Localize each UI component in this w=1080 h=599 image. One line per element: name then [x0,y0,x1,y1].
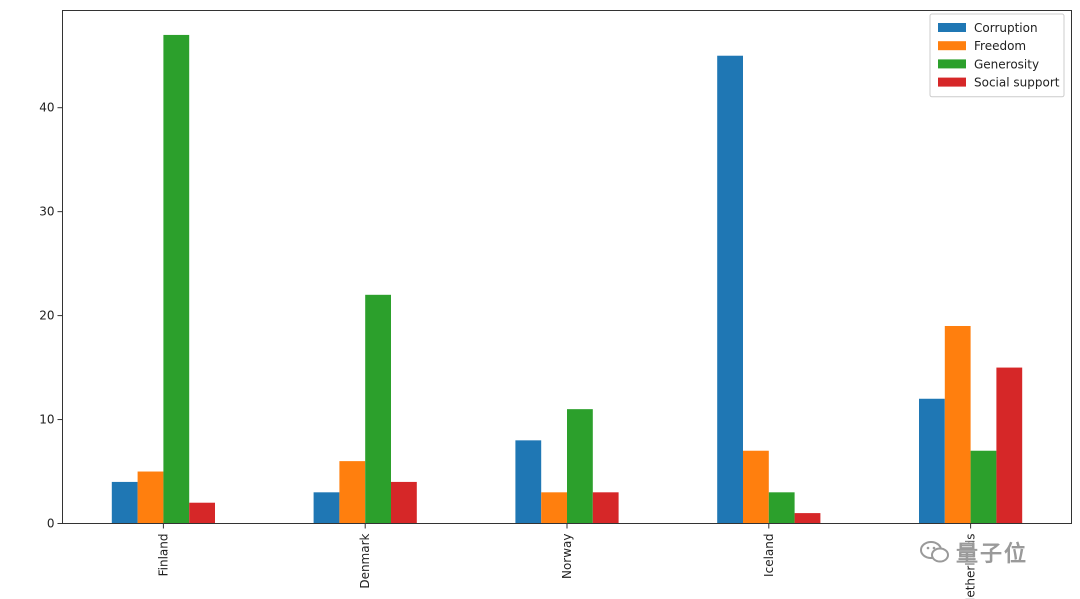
legend-swatch [938,23,966,32]
bar-netherlands-social-support [996,367,1023,524]
y-axis: 0 10 20 30 40 [39,101,63,531]
bar-norway-generosity [567,409,593,524]
bar-denmark-generosity [365,294,391,524]
legend-label: Social support [974,76,1060,90]
bar-iceland-freedom [743,450,769,524]
bar-netherlands-corruption [919,398,945,524]
bar-norway-social-support [592,492,619,524]
bar-denmark-social-support [391,481,417,524]
bar-finland-generosity [163,34,190,524]
legend-label: Generosity [974,57,1039,71]
x-tick-label-norway: Norway [560,534,574,580]
legend-swatch [938,41,966,51]
y-tick-label: 10 [39,413,54,427]
bar-denmark-corruption [313,492,340,524]
legend-box [929,13,1065,98]
bar-iceland-corruption [717,55,743,524]
plot-frame [62,10,1072,524]
x-tick-label-finland: Finland [156,534,170,577]
bar-iceland-generosity [768,492,795,524]
y-tick-label: 40 [39,101,54,115]
x-tick-label-denmark: Denmark [358,533,372,588]
bar-finland-freedom [137,471,164,524]
legend-swatch [938,77,966,87]
bar-norway-freedom [541,492,567,524]
bar-iceland-social-support [794,513,821,524]
x-tick-label-iceland: Iceland [762,534,776,577]
bar-finland-social-support [189,502,215,524]
legend-label: Corruption [974,21,1038,35]
y-tick-label: 0 [47,517,55,531]
x-tick-label-netherlands: Netherlands [964,534,978,599]
watermark-text: 量子位 [956,542,1029,567]
bar-netherlands-generosity [970,450,997,524]
watermark: 量子位 [920,536,1028,568]
wechat-icon [920,541,949,563]
bar-denmark-freedom [339,461,366,524]
bar-finland-corruption [111,481,138,524]
legend-swatch [938,59,966,69]
y-tick-label: 30 [39,205,54,219]
bars-group [111,34,1023,524]
legend-label: Freedom [974,39,1026,53]
y-tick-label: 20 [39,309,54,323]
bar-norway-corruption [515,440,542,524]
bar-netherlands-freedom [944,325,971,524]
x-axis: Finland Denmark Norway Iceland Netherlands [156,523,978,599]
legend: Corruption Freedom Generosity Social suppor… [929,13,1065,98]
